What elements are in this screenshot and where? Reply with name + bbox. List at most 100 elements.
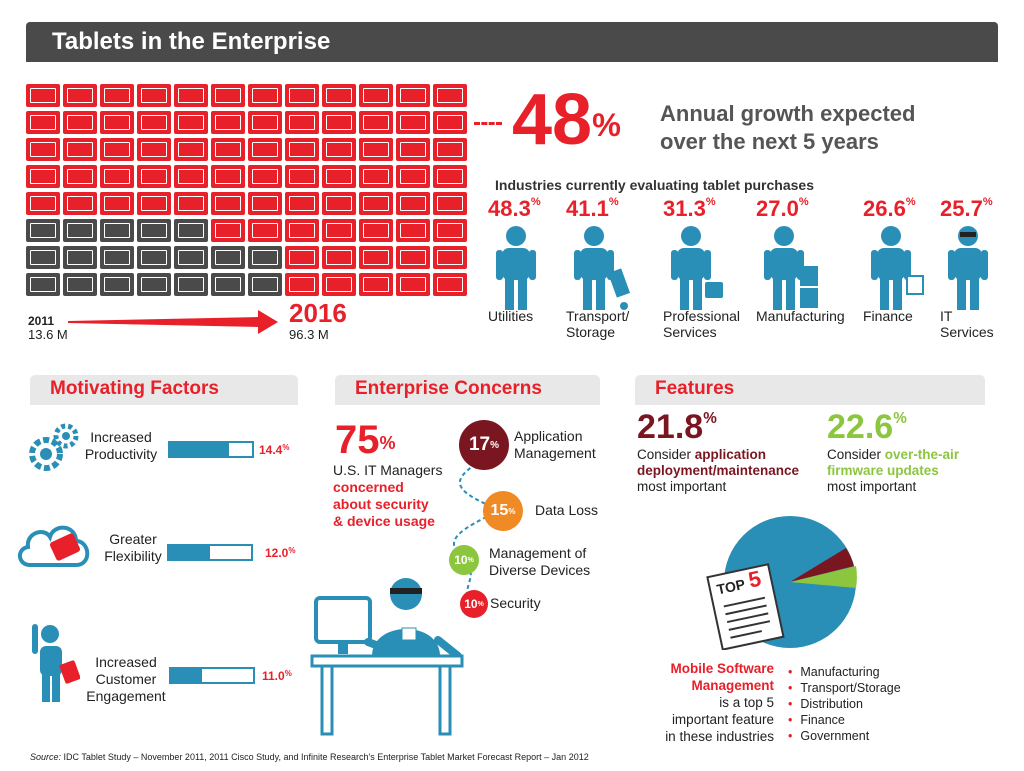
tablet-screen bbox=[289, 169, 315, 184]
tablet-cell bbox=[211, 246, 245, 269]
tablet-cell bbox=[26, 138, 60, 161]
tablet-cell bbox=[63, 273, 97, 296]
tablet-screen bbox=[326, 88, 352, 103]
industry-label: IT Services bbox=[940, 308, 994, 340]
factor-1-bar-fill bbox=[170, 443, 230, 456]
tablet-cell bbox=[322, 192, 356, 215]
tablet-screen bbox=[215, 115, 241, 130]
tablet-screen bbox=[437, 169, 463, 184]
tablet-screen bbox=[363, 88, 389, 103]
tablet-screen bbox=[252, 169, 278, 184]
tablet-screen bbox=[104, 115, 130, 130]
tablet-cell bbox=[211, 219, 245, 242]
tablet-cell bbox=[63, 246, 97, 269]
tablet-cell bbox=[63, 111, 97, 134]
tablet-screen bbox=[252, 196, 278, 211]
tablet-cell bbox=[248, 273, 282, 296]
tablet-screen bbox=[30, 250, 56, 265]
tablet-cell bbox=[285, 138, 319, 161]
tablet-cell bbox=[359, 219, 393, 242]
factor-2-label: Greater Flexibility bbox=[104, 531, 162, 564]
factor-3-bar-fill bbox=[171, 669, 203, 682]
tablet-cell bbox=[359, 273, 393, 296]
tablet-screen bbox=[141, 250, 167, 265]
tablet-cell bbox=[26, 165, 60, 188]
tablet-screen bbox=[363, 277, 389, 292]
tablet-cell bbox=[211, 111, 245, 134]
tablet-cell bbox=[63, 84, 97, 107]
tablet-cell bbox=[396, 84, 430, 107]
tablet-cell bbox=[285, 111, 319, 134]
list-item: Finance bbox=[788, 712, 901, 728]
tablet-screen bbox=[289, 142, 315, 157]
tablet-screen bbox=[252, 277, 278, 292]
tablet-cell bbox=[137, 138, 171, 161]
tablet-screen bbox=[178, 88, 204, 103]
tablet-screen bbox=[104, 196, 130, 211]
tablet-cell bbox=[433, 84, 467, 107]
feature-right-pct: 22.6% bbox=[827, 408, 907, 446]
tablet-cell bbox=[359, 84, 393, 107]
tablet-screen bbox=[30, 277, 56, 292]
tablet-screen bbox=[104, 223, 130, 238]
industry-pct: 41.1% bbox=[566, 196, 619, 221]
industry-pct: 26.6% bbox=[863, 196, 916, 221]
tablet-screen bbox=[363, 196, 389, 211]
footer-source: Source: IDC Tablet Study – November 2011… bbox=[30, 752, 589, 762]
tablet-cell bbox=[100, 138, 134, 161]
tablet-screen bbox=[215, 250, 241, 265]
tablet-screen bbox=[141, 277, 167, 292]
tablet-cell bbox=[63, 138, 97, 161]
end-value: 96.3 M bbox=[289, 327, 329, 342]
tablet-cell bbox=[100, 246, 134, 269]
tablet-cell bbox=[174, 246, 208, 269]
concern-1-circle: 17% bbox=[459, 420, 509, 470]
tablet-cell bbox=[285, 273, 319, 296]
tablet-screen bbox=[252, 142, 278, 157]
tablet-screen bbox=[30, 223, 56, 238]
tablet-cell bbox=[174, 273, 208, 296]
factor-2-bar bbox=[167, 544, 253, 561]
tablet-cell bbox=[359, 111, 393, 134]
worker-icon bbox=[871, 226, 924, 310]
tablet-screen bbox=[326, 115, 352, 130]
tablet-screen bbox=[215, 88, 241, 103]
tablet-cell bbox=[322, 246, 356, 269]
tablet-cell bbox=[433, 138, 467, 161]
tablet-screen bbox=[67, 250, 93, 265]
tablet-screen bbox=[178, 223, 204, 238]
tablet-screen bbox=[400, 115, 426, 130]
tablet-screen bbox=[363, 223, 389, 238]
tablet-screen bbox=[289, 277, 315, 292]
tablet-screen bbox=[141, 169, 167, 184]
tablet-screen bbox=[363, 169, 389, 184]
worker-icon bbox=[948, 226, 988, 310]
concern-3-circle: 10% bbox=[449, 545, 479, 575]
industry-label: Professional Services bbox=[663, 308, 741, 340]
tablet-screen bbox=[67, 223, 93, 238]
industry-item: 27.0% Manufacturing bbox=[756, 196, 856, 324]
industry-pct: 25.7% bbox=[940, 196, 993, 221]
concern-4-circle: 10% bbox=[460, 590, 488, 618]
tablet-screen bbox=[326, 169, 352, 184]
tablet-screen bbox=[104, 250, 130, 265]
tablet-cell bbox=[211, 84, 245, 107]
msm-text: Mobile Software Management is a top 5 im… bbox=[665, 661, 774, 744]
tablet-screen bbox=[437, 115, 463, 130]
tablet-screen bbox=[141, 223, 167, 238]
tablet-screen bbox=[437, 142, 463, 157]
industry-pct: 48.3% bbox=[488, 196, 541, 221]
tablet-cell bbox=[174, 138, 208, 161]
tab-motivating-factors: Motivating Factors bbox=[30, 375, 298, 405]
tablet-cell bbox=[26, 84, 60, 107]
tablet-cell bbox=[248, 165, 282, 188]
end-year: 2016 bbox=[289, 298, 347, 328]
tablet-cell bbox=[433, 111, 467, 134]
tablet-screen bbox=[215, 169, 241, 184]
person-waving-icon bbox=[32, 624, 80, 702]
industry-item: 41.1% Transport/Storage bbox=[566, 196, 666, 340]
tablet-cell bbox=[100, 165, 134, 188]
tablet-screen bbox=[141, 115, 167, 130]
tablet-screen bbox=[30, 169, 56, 184]
concerns-big-pct: 75% bbox=[335, 418, 396, 462]
